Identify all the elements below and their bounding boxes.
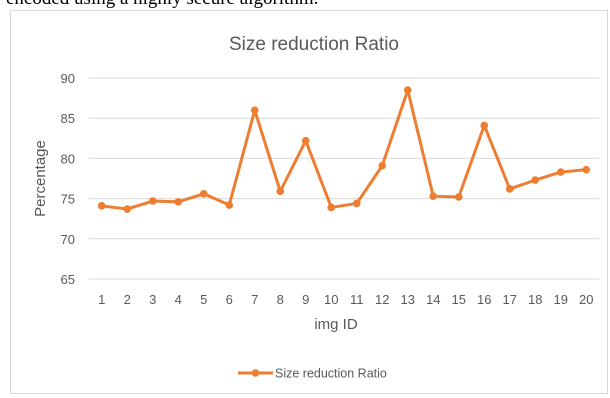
data-point	[148, 197, 157, 205]
x-tick-label: 17	[503, 292, 517, 307]
x-tick-label: 19	[554, 292, 568, 307]
x-tick-label: 20	[579, 292, 593, 307]
data-point	[174, 198, 183, 206]
x-tick-label: 6	[226, 292, 233, 307]
x-tick-label: 10	[324, 292, 338, 307]
x-tick-label: 4	[175, 292, 182, 307]
x-tick-label: 18	[528, 292, 542, 307]
data-point	[352, 199, 361, 208]
data-point	[378, 161, 387, 170]
data-point	[301, 136, 310, 145]
chart-title: Size reduction Ratio	[229, 34, 399, 55]
data-point	[582, 165, 591, 174]
x-tick-label: 1	[98, 292, 105, 307]
x-tick-label: 15	[452, 292, 466, 307]
x-tick-label: 13	[401, 292, 415, 307]
y-tick-label: 85	[61, 111, 75, 126]
legend-swatch-marker	[251, 369, 260, 377]
series-line	[101, 88, 587, 211]
data-point	[97, 202, 106, 210]
x-tick-label: 3	[149, 292, 156, 307]
y-tick-label: 75	[61, 192, 75, 207]
x-tick-label: 14	[426, 292, 440, 307]
data-point	[531, 176, 540, 184]
y-tick-label: 65	[61, 272, 75, 287]
x-tick-label: 16	[477, 292, 491, 307]
y-tick-label: 90	[61, 71, 75, 86]
data-point	[505, 185, 514, 193]
data-point	[480, 121, 489, 130]
data-point	[429, 192, 438, 200]
data-point	[199, 189, 208, 198]
data-point	[556, 168, 565, 176]
data-point	[454, 193, 463, 201]
x-tick-label: 11	[350, 292, 364, 307]
series-group	[97, 86, 591, 213]
x-axis-label: img ID	[314, 316, 358, 333]
legend-label: Size reduction Ratio	[275, 367, 387, 381]
x-tick-labels: 1 2 3 4 5 6 7 8 9 10 11 12 13 14 15 16 17 18 19 20	[98, 292, 593, 307]
x-tick-label: 7	[251, 292, 258, 307]
x-tick-label: 9	[302, 292, 309, 307]
x-tick-label: 5	[200, 292, 207, 307]
data-point	[123, 205, 132, 213]
data-point	[327, 203, 336, 212]
x-tick-label: 8	[277, 292, 284, 307]
data-point	[403, 86, 412, 94]
data-point	[250, 106, 259, 114]
gridlines	[89, 77, 599, 280]
x-tick-label: 12	[375, 292, 389, 307]
data-point	[276, 187, 285, 196]
y-axis-label: Percentage	[32, 140, 49, 217]
data-point	[225, 201, 234, 209]
y-tick-label: 70	[61, 232, 75, 247]
y-tick-labels: 65 70 75 80 85 90	[61, 71, 75, 287]
legend: Size reduction Ratio	[238, 367, 387, 381]
body-text-fragment: encoded using a highly secure algorithm.	[6, 0, 318, 10]
y-tick-label: 80	[61, 151, 75, 166]
x-tick-label: 2	[124, 292, 131, 307]
